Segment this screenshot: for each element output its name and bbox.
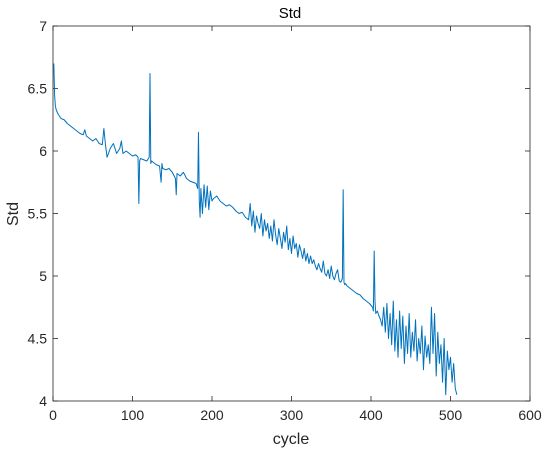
x-tick-label: 200 [200,407,224,423]
y-tick-label: 4.5 [28,331,48,347]
x-axis-label: cycle [273,431,310,448]
y-tick-label: 6 [39,143,47,159]
x-tick-label: 300 [280,407,304,423]
x-tick-label: 500 [439,407,463,423]
plot-area [53,26,530,401]
plot-frame [52,25,531,402]
x-tick-label: 0 [49,407,57,423]
y-tick-label: 7 [39,18,47,34]
y-tick-label: 5.5 [28,206,48,222]
x-axis-ticks: 0 100 200 300 400 500 600 [49,26,542,423]
chart-title: Std [279,5,302,22]
y-tick-label: 4 [39,393,47,409]
x-tick-label: 600 [518,407,542,423]
y-tick-label: 5 [39,268,47,284]
series-line [53,63,458,396]
y-tick-label: 6.5 [28,81,48,97]
y-axis-label: Std [5,202,22,226]
x-tick-label: 400 [359,407,383,423]
x-tick-label: 100 [121,407,145,423]
y-axis-ticks: 4 4.5 5 5.5 6 6.5 7 [28,18,530,409]
